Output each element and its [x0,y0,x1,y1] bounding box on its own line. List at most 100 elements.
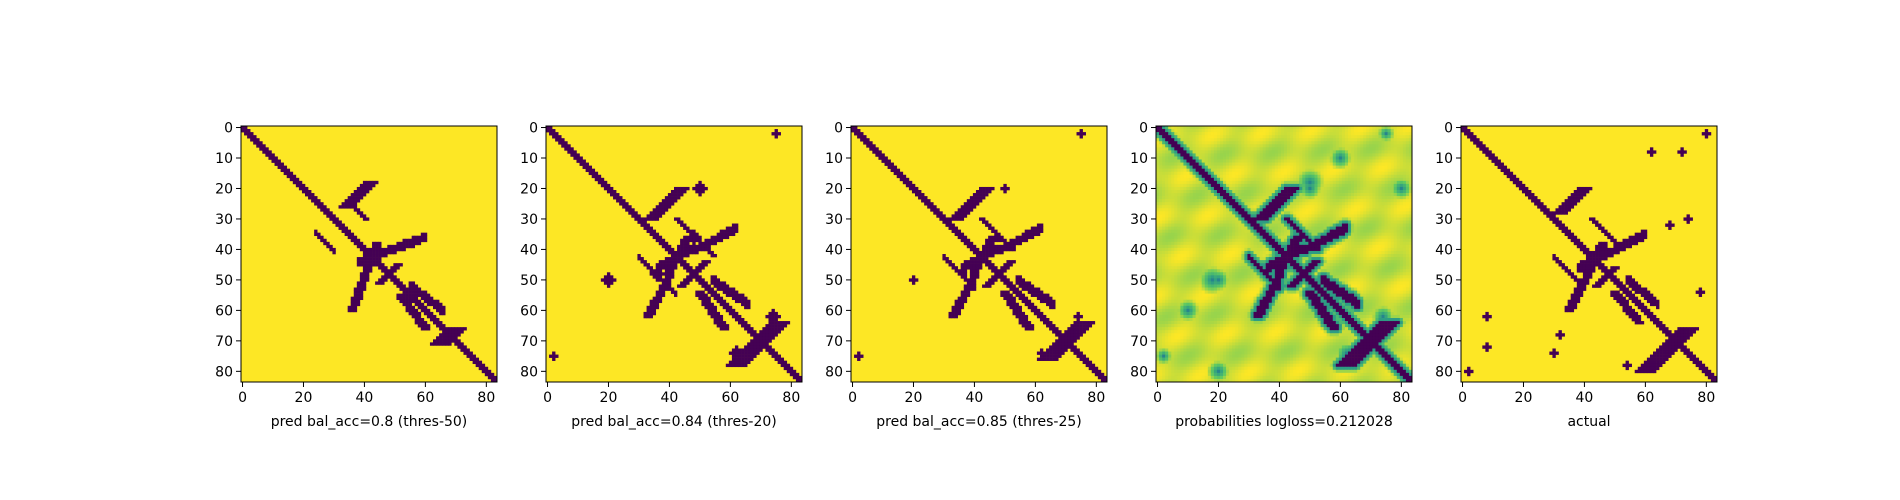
heatmap-cell [677,196,681,200]
heatmap-cell [719,314,724,319]
heatmap-cell [1247,144,1251,148]
heatmap-cell [1195,208,1199,212]
heatmap-cell [783,324,788,328]
heatmap-cell [1073,351,1077,355]
heatmap-cell [652,275,657,279]
heatmap-cell [1399,211,1404,215]
heatmap-cell [1387,196,1391,200]
heatmap-cell [1189,168,1193,173]
heatmap-cell [1213,196,1218,200]
heatmap-cell [372,244,376,249]
heatmap-cell [774,330,778,334]
heatmap-cell [1348,205,1352,209]
heatmap-cell [1171,220,1175,224]
heatmap-cell [637,257,641,261]
heatmap-cell [1277,180,1282,185]
heatmap-cell [866,138,870,142]
heatmap-cell [1073,333,1077,337]
heatmap-cell [244,126,248,130]
heatmap-cell [362,180,367,185]
heatmap-cell [1015,314,1019,319]
heatmap-cell [1320,177,1324,182]
heatmap-cell [1326,199,1331,203]
heatmap-cell [1223,138,1227,142]
heatmap-cell [664,284,669,288]
heatmap-cell [1280,153,1285,157]
heatmap-cell [1220,165,1224,169]
heatmap-cell [731,287,736,291]
heatmap-cell [356,290,361,294]
heatmap-cell [1360,150,1364,154]
heatmap-cell [777,330,781,334]
heatmap-cell [1250,190,1254,194]
heatmap-cell [1052,357,1056,361]
heatmap-cell [969,272,974,276]
heatmap-cell [1213,217,1218,221]
heatmap-cell [350,202,355,206]
heatmap-cell [1015,235,1019,240]
heatmap-cell [1390,153,1395,157]
heatmap-cell [448,327,452,331]
heatmap-cell [979,254,983,258]
heatmap-cell [1405,208,1410,212]
heatmap-cell [692,247,696,252]
heatmap-cell [994,247,998,252]
heatmap-cell [1338,153,1343,157]
heatmap-cell [1079,314,1083,319]
heatmap-cell [1408,138,1413,142]
heatmap-cell [1320,135,1324,139]
heatmap-cell [1351,150,1355,154]
heatmap-cell [1305,153,1309,157]
heatmap-cell [890,168,894,173]
heatmap-cell [362,214,367,218]
heatmap-cell [1354,168,1358,173]
heatmap-cell [347,202,352,206]
heatmap-cell [591,171,596,176]
heatmap-cell [1162,171,1166,176]
heatmap-cell [707,247,711,252]
heatmap-cell [1265,226,1270,230]
heatmap-cell [1226,156,1230,160]
heatmap-cell [1183,226,1187,230]
heatmap-cell [1372,150,1376,154]
heatmap-cell [731,360,736,365]
heatmap-cell [1207,180,1212,185]
heatmap-cell [359,183,364,188]
heatmap-cell [1216,138,1221,142]
heatmap-cell [1268,208,1273,212]
heatmap-cell [1274,190,1279,194]
heatmap-cell [762,333,766,337]
heatmap-cell [1408,165,1413,169]
heatmap-cell [1302,162,1306,166]
heatmap-cell [451,327,455,331]
heatmap-cell [1183,138,1187,142]
heatmap-cell [1323,141,1327,145]
heatmap-cell [362,250,367,255]
heatmap-cell [1308,165,1312,169]
heatmap-cell [774,327,778,331]
heatmap-cell [1329,144,1334,148]
heatmap-cell [1299,153,1303,157]
heatmap-cell [353,290,358,294]
heatmap-cell [1363,144,1367,148]
heatmap-cell [1274,220,1279,224]
heatmap-cell [1287,159,1291,163]
heatmap-cell [610,186,614,191]
heatmap-cell [716,293,721,297]
heatmap-cell [1174,214,1178,218]
heatmap-cell [1408,214,1413,218]
heatmap-cell [414,308,419,313]
heatmap-cell [1156,223,1160,227]
heatmap-cell [1091,366,1096,371]
heatmap-cell [1268,159,1273,163]
heatmap-cell [640,217,644,221]
heatmap-cell [1299,165,1303,169]
heatmap-cell [1305,202,1309,206]
heatmap-cell [1162,199,1166,203]
heatmap-cell [1384,129,1388,133]
heatmap-cell [262,147,266,151]
heatmap-cell [1369,214,1373,218]
heatmap-cell [655,302,660,307]
heatmap-cell [1393,202,1398,206]
heatmap-cell [1067,336,1071,340]
